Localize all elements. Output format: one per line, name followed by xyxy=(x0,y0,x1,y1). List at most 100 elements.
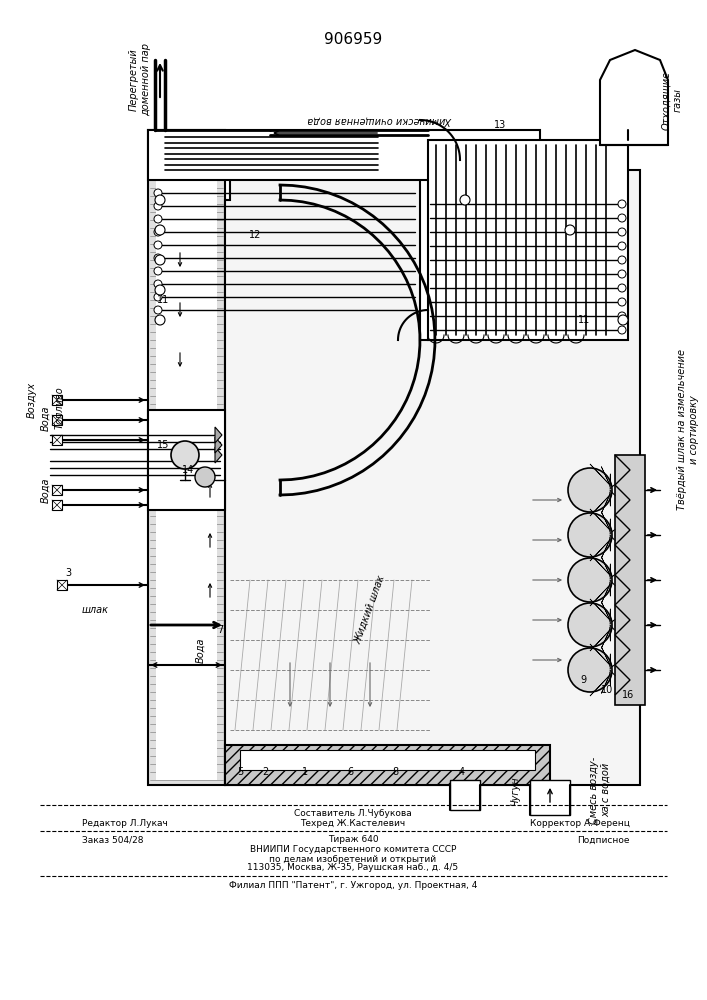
Circle shape xyxy=(155,195,165,205)
Text: 13: 13 xyxy=(494,120,506,130)
Circle shape xyxy=(154,280,162,288)
Text: Смесь возду-
ха с водой: Смесь возду- ха с водой xyxy=(589,756,611,824)
Circle shape xyxy=(568,468,612,512)
Text: Вода: Вода xyxy=(195,637,205,663)
Circle shape xyxy=(154,215,162,223)
Text: 11: 11 xyxy=(157,295,169,305)
Text: 7: 7 xyxy=(217,625,223,635)
Bar xyxy=(57,580,67,590)
Circle shape xyxy=(155,255,165,265)
Text: Филиал ППП "Патент", г. Ужгород, ул. Проектная, 4: Филиал ППП "Патент", г. Ужгород, ул. Про… xyxy=(229,880,477,890)
Text: 15: 15 xyxy=(157,440,169,450)
Text: Жидкий шлак: Жидкий шлак xyxy=(353,574,387,646)
Text: 12: 12 xyxy=(249,230,261,240)
Circle shape xyxy=(568,558,612,602)
Polygon shape xyxy=(590,599,610,620)
Polygon shape xyxy=(610,580,615,586)
Polygon shape xyxy=(610,625,615,631)
Circle shape xyxy=(155,285,165,295)
Bar xyxy=(52,435,62,445)
Polygon shape xyxy=(590,630,610,651)
Circle shape xyxy=(460,195,470,205)
Text: Подписное: Подписное xyxy=(578,836,630,844)
Polygon shape xyxy=(590,554,610,575)
Polygon shape xyxy=(610,670,615,676)
Circle shape xyxy=(618,315,628,325)
Bar xyxy=(450,780,480,810)
Polygon shape xyxy=(601,674,610,693)
Circle shape xyxy=(618,242,626,250)
Bar xyxy=(530,780,570,815)
Polygon shape xyxy=(601,584,610,603)
Polygon shape xyxy=(590,509,610,530)
Circle shape xyxy=(154,293,162,301)
Polygon shape xyxy=(601,602,610,620)
Circle shape xyxy=(568,648,612,692)
Text: Перегретый
доменной пар: Перегретый доменной пар xyxy=(129,43,151,116)
Text: 3: 3 xyxy=(65,568,71,578)
Circle shape xyxy=(154,202,162,210)
Circle shape xyxy=(618,214,626,222)
Polygon shape xyxy=(590,644,610,665)
Polygon shape xyxy=(610,619,615,624)
Polygon shape xyxy=(590,675,610,696)
Polygon shape xyxy=(590,464,610,485)
Polygon shape xyxy=(610,529,615,534)
Text: 113035, Москва, Ж-35, Раушская наб., д. 4/5: 113035, Москва, Ж-35, Раушская наб., д. … xyxy=(247,863,459,872)
Polygon shape xyxy=(148,130,540,180)
Polygon shape xyxy=(610,535,615,541)
Bar xyxy=(148,410,225,510)
Text: 8: 8 xyxy=(392,767,398,777)
Circle shape xyxy=(195,467,215,487)
Text: Чугун: Чугун xyxy=(510,775,520,805)
Circle shape xyxy=(618,326,626,334)
Text: по делам изобретений и открытий: по делам изобретений и открытий xyxy=(269,854,436,863)
Polygon shape xyxy=(590,585,610,606)
Polygon shape xyxy=(610,574,615,579)
Text: Воздух: Воздух xyxy=(27,382,37,418)
Text: Заказ 504/28: Заказ 504/28 xyxy=(82,836,144,844)
Polygon shape xyxy=(601,512,610,530)
Text: Топливо: Топливо xyxy=(55,387,65,429)
Circle shape xyxy=(618,256,626,264)
Text: 9: 9 xyxy=(580,675,586,685)
Circle shape xyxy=(155,225,165,235)
Text: Корректор А.Ференц: Корректор А.Ференц xyxy=(530,818,630,828)
Bar xyxy=(52,500,62,510)
Text: 2: 2 xyxy=(262,767,268,777)
Polygon shape xyxy=(601,494,610,513)
Text: Вода: Вода xyxy=(40,477,50,503)
Polygon shape xyxy=(610,490,615,496)
Circle shape xyxy=(154,306,162,314)
Polygon shape xyxy=(601,539,610,558)
Text: 4: 4 xyxy=(459,767,465,777)
Text: Тираж 640: Тираж 640 xyxy=(327,836,378,844)
Polygon shape xyxy=(590,540,610,561)
Polygon shape xyxy=(590,495,610,516)
Polygon shape xyxy=(610,484,615,489)
Circle shape xyxy=(154,254,162,262)
Text: 1: 1 xyxy=(302,767,308,777)
Polygon shape xyxy=(600,50,668,145)
Polygon shape xyxy=(601,557,610,575)
Bar xyxy=(156,135,217,780)
Text: 11: 11 xyxy=(578,315,590,325)
Polygon shape xyxy=(225,170,640,785)
Polygon shape xyxy=(148,130,225,785)
Bar xyxy=(52,395,62,405)
Polygon shape xyxy=(601,647,610,665)
Bar xyxy=(428,140,628,340)
Polygon shape xyxy=(215,437,222,453)
Text: Техред Ж.Кастелевич: Техред Ж.Кастелевич xyxy=(300,818,406,828)
Bar xyxy=(615,455,645,705)
Circle shape xyxy=(618,228,626,236)
Text: шлак: шлак xyxy=(81,605,108,615)
Circle shape xyxy=(618,270,626,278)
Circle shape xyxy=(171,441,199,469)
Text: Отходящие
газы: Отходящие газы xyxy=(661,70,683,130)
Polygon shape xyxy=(601,467,610,485)
Polygon shape xyxy=(601,629,610,648)
Text: ВНИИПИ Государственного комитета СССР: ВНИИПИ Государственного комитета СССР xyxy=(250,846,456,854)
Circle shape xyxy=(568,603,612,647)
Text: 6: 6 xyxy=(347,767,353,777)
